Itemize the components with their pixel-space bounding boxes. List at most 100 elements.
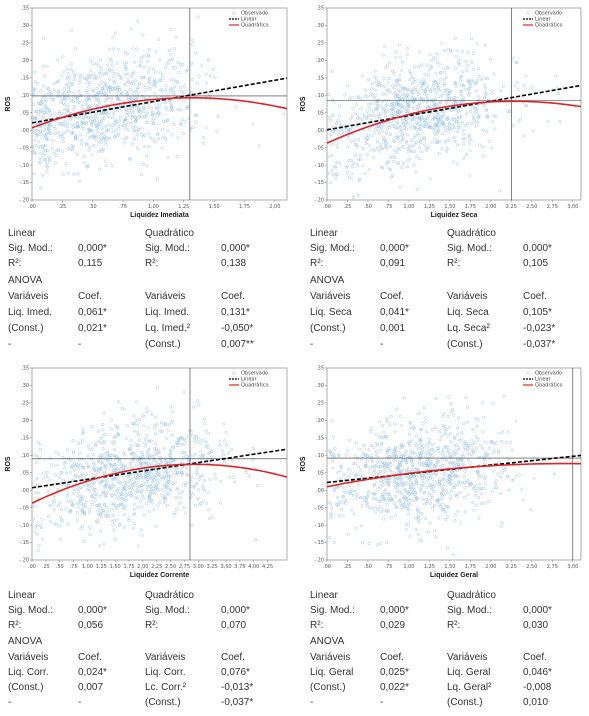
observed-point — [154, 70, 158, 74]
observed-point — [469, 462, 473, 466]
observed-point — [32, 102, 36, 106]
observed-point — [394, 93, 398, 97]
observed-point — [418, 97, 422, 101]
observed-point — [135, 47, 139, 51]
observed-point — [399, 85, 403, 89]
stats-table-liquidez-seca: Linear Quadrático Sig. Mod.: 0,000* Sig. Mo… — [310, 228, 588, 353]
observed-point — [71, 99, 75, 103]
observed-point — [432, 449, 436, 453]
observed-point — [37, 109, 41, 113]
observed-point — [128, 107, 133, 111]
observed-point — [380, 147, 384, 151]
observed-point — [502, 468, 507, 472]
observed-point — [149, 106, 153, 110]
observed-point — [436, 128, 441, 132]
observed-point — [369, 454, 373, 458]
observed-point — [41, 476, 45, 480]
observed-point — [337, 478, 341, 482]
observed-point — [122, 407, 126, 411]
observed-point — [425, 84, 429, 88]
observed-point — [511, 448, 515, 452]
observed-point — [408, 443, 412, 447]
observed-point — [372, 445, 376, 449]
observed-point — [114, 507, 118, 511]
observed-point — [139, 473, 143, 477]
observed-point — [136, 95, 140, 99]
observed-point — [143, 88, 147, 92]
observed-point — [469, 37, 474, 41]
observed-point — [82, 116, 86, 120]
observed-point — [160, 429, 164, 434]
observed-point — [61, 140, 65, 144]
observed-point — [420, 511, 424, 516]
observed-point — [60, 123, 64, 127]
observed-point — [170, 88, 174, 92]
observed-point — [411, 106, 415, 110]
observed-point — [385, 509, 389, 513]
observed-point — [398, 498, 402, 502]
observed-point — [385, 89, 389, 93]
observed-point — [65, 130, 69, 134]
observed-point — [48, 478, 52, 482]
legend-linear-label: Linear — [535, 17, 551, 23]
observed-point — [145, 59, 149, 63]
observed-point — [435, 446, 439, 450]
observed-point — [408, 126, 412, 130]
col-header: Coef. — [380, 652, 404, 663]
observed-point — [436, 130, 440, 134]
observed-point — [185, 454, 189, 458]
observed-point — [86, 444, 90, 448]
observed-point — [441, 122, 445, 126]
observed-point — [130, 452, 134, 456]
observed-point — [113, 537, 117, 541]
observed-point — [419, 123, 423, 127]
observed-point — [424, 419, 428, 423]
observed-point — [417, 412, 421, 416]
observed-point — [146, 425, 150, 429]
observed-point — [41, 84, 45, 88]
observed-point — [376, 107, 380, 111]
observed-point — [154, 432, 158, 436]
observed-point — [443, 128, 447, 132]
observed-point — [109, 87, 113, 91]
observed-point — [486, 115, 490, 119]
observed-point — [125, 424, 129, 428]
observed-point — [363, 172, 367, 176]
observed-point — [347, 97, 352, 101]
observed-point — [112, 436, 116, 440]
observed-point — [408, 455, 412, 459]
observed-point — [87, 96, 91, 100]
observed-point — [356, 116, 360, 120]
observed-point — [357, 95, 361, 99]
observed-point — [104, 143, 108, 147]
observed-point — [430, 447, 434, 451]
observed-point — [493, 486, 497, 490]
observed-point — [382, 497, 386, 501]
observed-point — [62, 120, 66, 124]
observed-point — [110, 164, 114, 168]
observed-point — [379, 499, 383, 504]
observed-point — [406, 159, 410, 163]
y-tick-label: .30 — [316, 383, 324, 389]
observed-point — [110, 507, 114, 511]
stat-value: 0,030 — [523, 620, 549, 631]
observed-point — [160, 89, 164, 93]
observed-point — [419, 485, 423, 489]
observed-point — [120, 503, 124, 507]
observed-point — [84, 483, 88, 487]
observed-point — [378, 485, 383, 489]
observed-point — [369, 443, 373, 448]
observed-point — [405, 52, 409, 56]
observed-point — [464, 60, 468, 64]
observed-point — [66, 499, 71, 503]
x-tick-label: 3,50 — [220, 564, 231, 570]
observed-point — [144, 482, 148, 486]
observed-point — [110, 502, 114, 506]
observed-point — [168, 58, 172, 62]
observed-point — [125, 92, 129, 96]
observed-point — [471, 500, 475, 504]
coef-value: 0,061* — [78, 307, 107, 318]
observed-point — [341, 500, 345, 504]
observed-point — [395, 79, 399, 83]
